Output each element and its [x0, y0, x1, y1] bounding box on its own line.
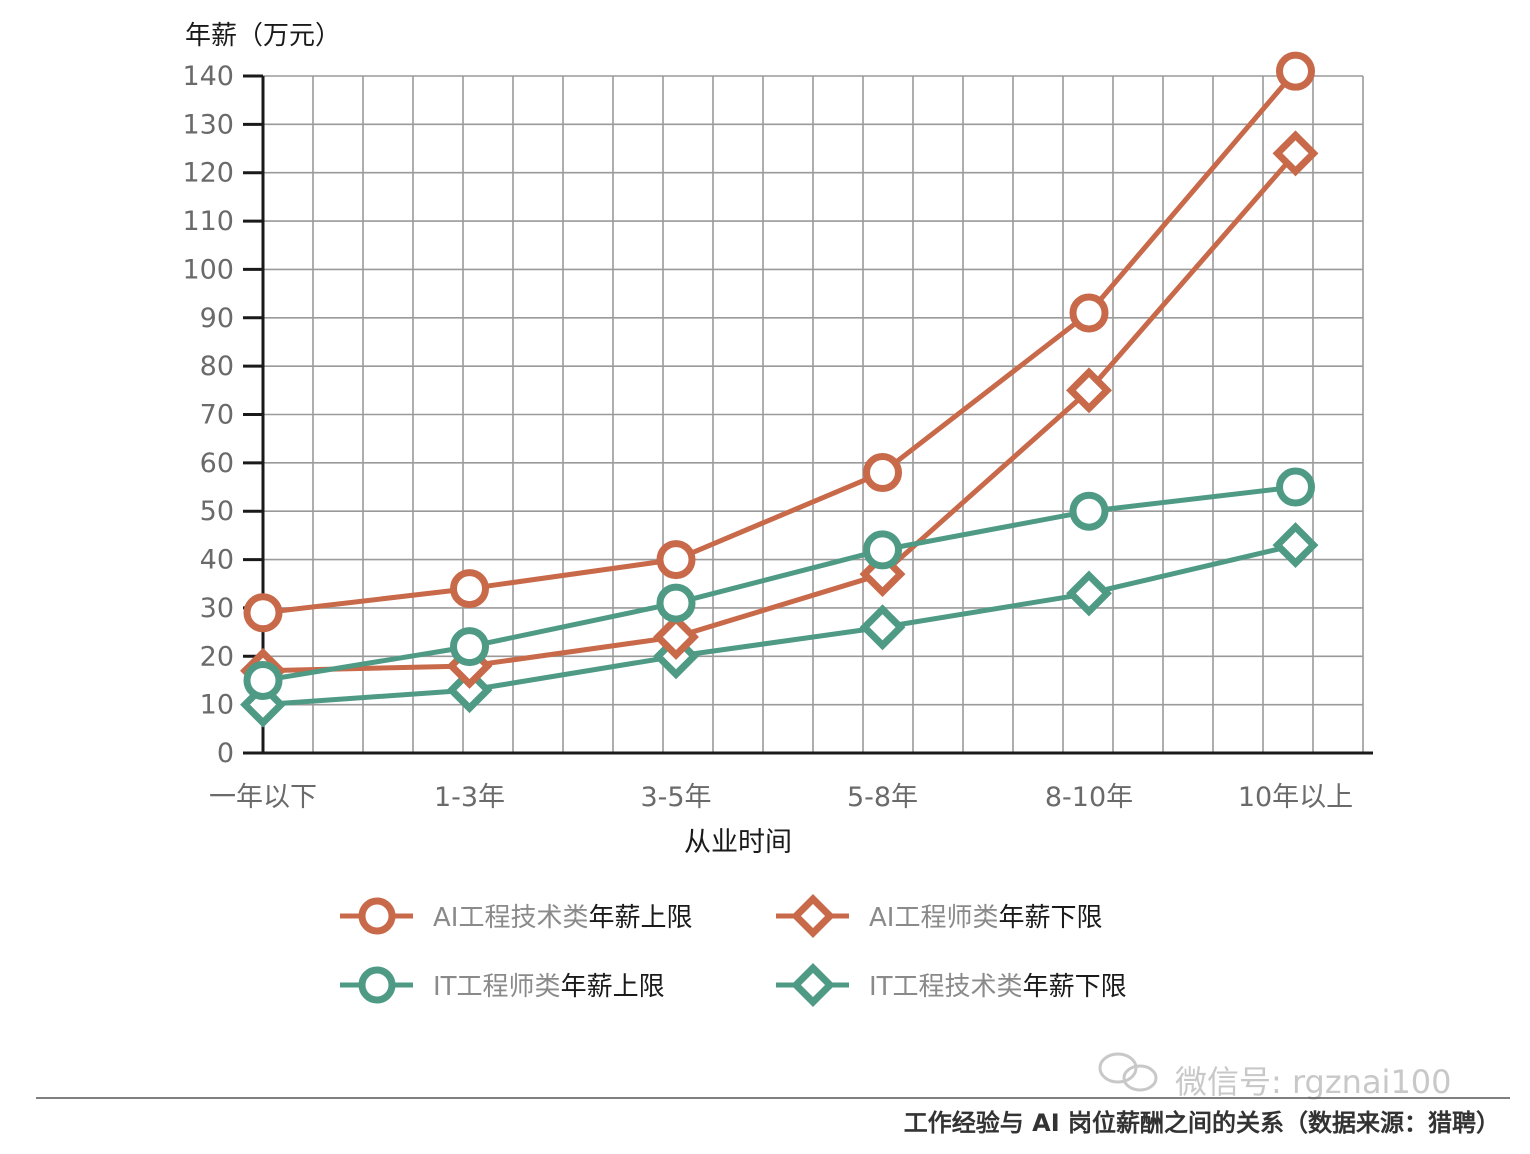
data-point-circle	[450, 569, 489, 609]
y-tick-label: 60	[200, 448, 234, 479]
series-line	[262, 484, 1296, 683]
x-tick-label: 3-5年	[640, 782, 711, 813]
legend-item: IT工程技术类年薪下限	[776, 963, 1127, 1007]
x-tick-label: 5-8年	[847, 782, 918, 813]
y-tick-label: 70	[200, 400, 234, 431]
legend-label-part1: IT工程技术类	[869, 972, 1023, 1002]
series-line	[262, 151, 1298, 674]
data-point-diamond	[1066, 570, 1112, 617]
series-2	[243, 467, 1315, 700]
y-tick-label: 50	[200, 496, 234, 527]
y-tick-label: 130	[182, 109, 234, 140]
y-tick-label: 80	[200, 351, 234, 382]
y-tick-label: 30	[200, 593, 234, 624]
wechat-icon	[1098, 1052, 1158, 1092]
y-tick-label: 40	[200, 545, 234, 576]
y-axis-ticks: 0 10 20 30 40 50 60 70 80 90 100 110 120 130 140	[182, 61, 263, 769]
data-point-circle	[1276, 467, 1315, 507]
series-line	[262, 69, 1298, 616]
watermark: 微信号: rgznai100	[1098, 1052, 1452, 1101]
legend-item: IT工程师类年薪上限	[340, 966, 665, 1004]
data-point-circle	[243, 660, 283, 700]
legend-label-part1: AI工程技术类	[433, 903, 588, 933]
y-tick-label: 20	[200, 641, 234, 672]
x-axis-ticks: 一年以下 1-3年 3-5年 5-8年 8-10年 10年以上	[209, 782, 1353, 813]
y-tick-label: 0	[217, 738, 234, 769]
legend-label-part2: 年薪下限	[998, 903, 1102, 933]
y-tick-label: 90	[200, 303, 234, 334]
y-tick-label: 120	[182, 158, 234, 189]
y-tick-label: 100	[182, 254, 234, 285]
data-point-circle	[863, 453, 902, 493]
series-0	[243, 51, 1315, 633]
data-point-diamond	[653, 613, 699, 660]
legend-item: AI工程技术类年薪上限	[340, 897, 692, 935]
data-point-circle	[863, 530, 902, 570]
legend-label: IT工程技术类年薪下限	[869, 972, 1127, 1002]
legend-label-part1: IT工程师类	[433, 972, 561, 1002]
legend-label-part1: AI工程师类	[869, 903, 998, 933]
y-tick-label: 110	[182, 206, 234, 237]
x-tick-label: 一年以下	[209, 782, 317, 813]
grid	[263, 75, 1364, 753]
legend-label-part2: 年薪下限	[1023, 972, 1127, 1002]
data-point-diamond	[859, 604, 906, 651]
data-point-diamond	[446, 667, 493, 714]
x-tick-label: 1-3年	[434, 782, 505, 813]
caption: 工作经验与 AI 岗位薪酬之间的关系（数据来源：猎聘）	[904, 1109, 1500, 1137]
data-point-diamond	[1066, 367, 1112, 414]
data-point-circle	[1069, 491, 1109, 531]
data-point-circle	[243, 593, 283, 633]
data-point-diamond	[1272, 130, 1319, 177]
y-tick-label: 140	[182, 61, 234, 92]
series-line	[262, 542, 1297, 708]
series-1	[240, 130, 1319, 694]
data-point-diamond	[791, 894, 835, 938]
y-tick-label: 10	[200, 690, 234, 721]
watermark-text: 微信号: rgznai100	[1175, 1063, 1452, 1101]
legend-label: AI工程技术类年薪上限	[433, 903, 692, 933]
x-tick-label: 10年以上	[1238, 782, 1353, 813]
data-point-circle	[656, 583, 696, 623]
x-tick-label: 8-10年	[1045, 782, 1133, 813]
data-point-circle	[656, 540, 696, 580]
series-group	[240, 51, 1319, 728]
data-point-diamond	[1272, 522, 1319, 569]
legend-label: AI工程师类年薪下限	[869, 903, 1102, 933]
x-axis-title: 从业时间	[684, 827, 792, 858]
data-point-circle	[450, 627, 489, 667]
legend-label-part2: 年薪上限	[561, 972, 665, 1002]
data-point-circle	[358, 966, 396, 1004]
data-point-circle	[358, 897, 396, 935]
data-point-circle	[1276, 51, 1315, 91]
legend-label: IT工程师类年薪上限	[433, 972, 665, 1002]
legend-item: AI工程师类年薪下限	[776, 894, 1102, 938]
data-point-circle	[1069, 293, 1109, 333]
legend-label-part2: 年薪上限	[588, 903, 692, 933]
series-3	[240, 522, 1319, 728]
y-axis-title: 年薪（万元）	[185, 21, 341, 51]
data-point-diamond	[791, 963, 835, 1007]
